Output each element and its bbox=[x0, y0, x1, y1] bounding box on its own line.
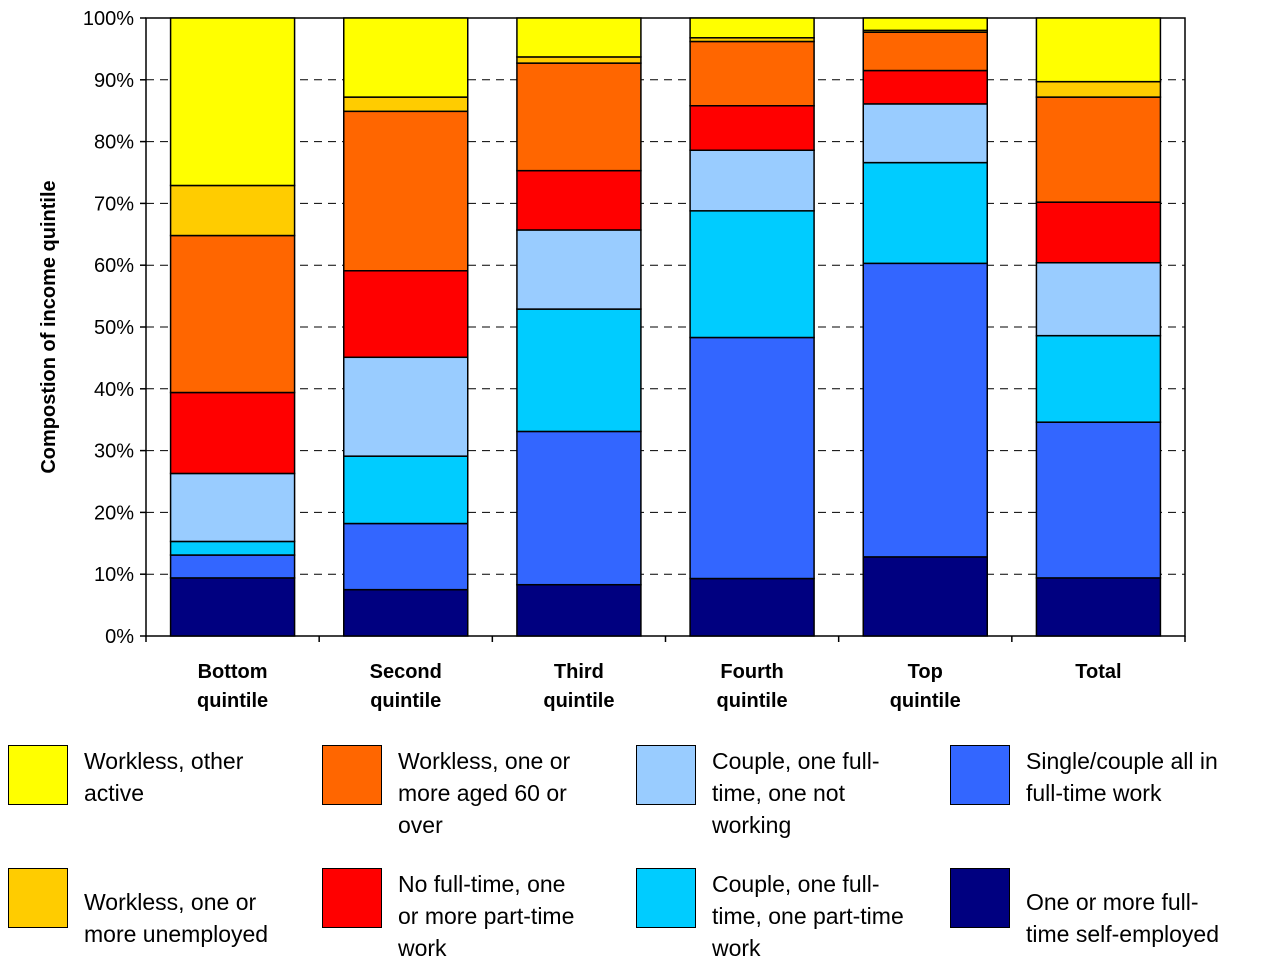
bar-segment bbox=[169, 472, 296, 543]
bar-segment bbox=[862, 262, 988, 558]
bar-segment bbox=[343, 17, 469, 98]
bar-segment bbox=[689, 40, 815, 107]
x-tick-label: Total bbox=[1075, 661, 1121, 683]
bar-segment bbox=[516, 62, 642, 172]
bar-segment bbox=[169, 391, 296, 475]
legend-swatch bbox=[636, 868, 696, 928]
bar-segment bbox=[689, 17, 815, 39]
bar-segment bbox=[516, 430, 642, 586]
x-tick-label: Fourth quintile bbox=[717, 661, 788, 712]
legend-swatch bbox=[636, 745, 696, 805]
bar-segment bbox=[862, 17, 988, 32]
bar-segment bbox=[516, 56, 642, 64]
bar-segment bbox=[862, 103, 988, 164]
x-tick-label: Second quintile bbox=[370, 661, 442, 712]
chart-legend: Workless, other active Workless, one or mor… bbox=[0, 720, 1264, 961]
y-tick-label: 80% bbox=[94, 132, 134, 154]
bar-segment bbox=[169, 554, 296, 579]
legend-swatch bbox=[322, 868, 382, 928]
bar-segment bbox=[516, 17, 642, 58]
bar-segment bbox=[343, 356, 469, 457]
bar-segment bbox=[343, 96, 469, 113]
bar-segment bbox=[689, 336, 815, 580]
legend-label: Workless, one or more aged 60 or over bbox=[398, 748, 571, 838]
y-tick-label: 10% bbox=[94, 564, 134, 586]
bar-segment bbox=[1035, 80, 1162, 98]
bar-segment bbox=[862, 556, 988, 637]
bar-segment bbox=[689, 577, 815, 637]
bar-segment bbox=[516, 229, 642, 310]
bar-segment bbox=[169, 577, 296, 637]
bar-segment bbox=[169, 17, 296, 187]
y-tick-label: 50% bbox=[94, 317, 134, 339]
y-axis-title: Compostion of income quintile bbox=[38, 180, 60, 473]
bar-segment bbox=[1035, 334, 1162, 423]
bar-segment bbox=[343, 270, 469, 359]
bar-segment bbox=[343, 588, 469, 637]
bar-segment bbox=[516, 583, 642, 637]
bar-segment bbox=[1035, 421, 1162, 579]
legend-label: Couple, one full-time, one not working bbox=[712, 748, 880, 838]
y-tick-label: 0% bbox=[105, 626, 134, 648]
bar-segment bbox=[516, 308, 642, 433]
legend-swatch bbox=[950, 745, 1010, 805]
legend-swatch bbox=[322, 745, 382, 805]
bar-segment bbox=[169, 184, 296, 237]
legend-label: Workless, other active bbox=[84, 748, 244, 806]
x-tick-label: Top quintile bbox=[890, 661, 961, 712]
bar-segment bbox=[1035, 17, 1162, 83]
legend-swatch bbox=[8, 868, 68, 928]
x-tick-label: Bottom quintile bbox=[197, 661, 268, 712]
bar-segment bbox=[862, 31, 988, 72]
legend-label: Single/couple all in full-time work bbox=[1026, 748, 1218, 806]
bar-segment bbox=[689, 149, 815, 212]
bar-segment bbox=[1035, 577, 1162, 637]
bar-segment bbox=[169, 234, 296, 394]
legend-swatch bbox=[950, 868, 1010, 928]
y-tick-label: 100% bbox=[83, 8, 134, 30]
bar-segment bbox=[343, 455, 469, 525]
bar-segment bbox=[689, 210, 815, 339]
legend-swatch bbox=[8, 745, 68, 805]
bar-segment bbox=[862, 69, 988, 105]
bar-segment bbox=[343, 522, 469, 591]
legend-label: Couple, one full-time, one part-time work bbox=[712, 871, 904, 961]
y-tick-label: 60% bbox=[94, 255, 134, 277]
bar-segment bbox=[862, 161, 988, 265]
bar-segment bbox=[169, 540, 296, 556]
legend-label: One or more full-time self-employed bbox=[1026, 889, 1220, 947]
legend-label: No full-time, one or more part-time work bbox=[398, 871, 575, 961]
x-tick-label: Third quintile bbox=[543, 661, 614, 712]
bar-segment bbox=[343, 110, 469, 272]
stacked-bar-chart: 0% 10% 20% 30% 40% 50% 60% 70% 80% 90% 100% Bottom q… bbox=[38, 8, 1186, 712]
y-tick-label: 20% bbox=[94, 502, 134, 524]
bar-segment bbox=[1035, 261, 1162, 337]
y-tick-label: 30% bbox=[94, 441, 134, 463]
y-tick-label: 70% bbox=[94, 193, 134, 215]
bar-segment bbox=[516, 169, 642, 231]
legend-label: Workless, one or more unemployed bbox=[84, 889, 269, 947]
y-tick-label: 90% bbox=[94, 70, 134, 92]
bar-segment bbox=[689, 105, 815, 152]
bar-segment bbox=[1035, 201, 1162, 264]
y-tick-label: 40% bbox=[94, 379, 134, 401]
bar-segment bbox=[1035, 96, 1162, 203]
